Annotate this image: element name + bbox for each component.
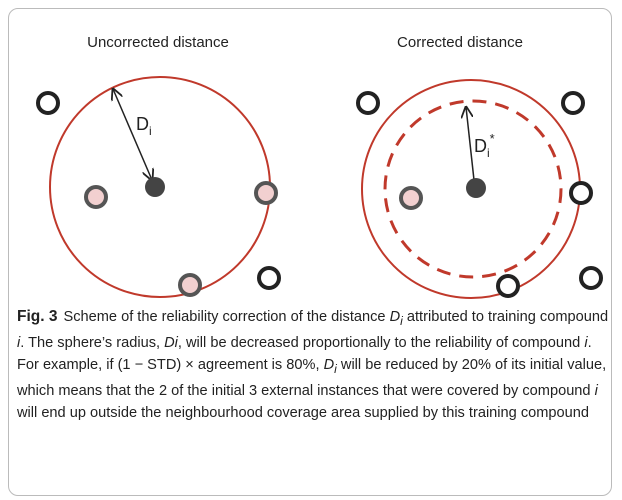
caption-subscript: i [400,313,403,328]
figure-frame [8,8,612,496]
panel-title: Corrected distance [397,34,523,51]
instance [579,266,603,290]
caption: Fig. 3 Scheme of the reliability correcti… [17,306,609,424]
instance [257,266,281,290]
instance [561,91,585,115]
corrected-sphere [383,99,563,279]
instance [36,91,60,115]
caption-text: , will be decreased proportionally to th… [177,334,585,351]
instance [496,274,520,298]
caption-symbol: i [17,334,21,351]
radius-arrow [113,89,152,180]
caption-symbol: i [594,382,598,399]
instance [254,181,278,205]
center [466,178,486,198]
caption-text: attributed to training compound [402,309,609,325]
radius-label: Di* [474,131,495,160]
caption-text: . For example, if (1 − STD) × agreement … [17,334,592,373]
instance [399,186,423,210]
caption-symbol: Di [164,334,178,351]
figure: Uncorrected distance Di Corrected distan… [36,34,603,299]
caption-subscript: i [334,361,337,376]
caption-text: will be reduced by 20% of its initial va… [17,356,607,399]
instance [84,185,108,209]
caption-text: Scheme of the reliability correction of … [63,309,390,325]
caption-text: will end up outside the neighbourhood co… [17,404,589,421]
caption-symbol: D [323,356,335,373]
center [145,177,165,197]
instance [178,273,202,297]
caption-text: . The sphere’s radius, [20,334,165,351]
instance [356,91,380,115]
radius-label: Di [136,114,152,138]
radius-arrow [466,107,475,181]
panel-title: Uncorrected distance [87,34,229,51]
caption-label: Fig. 3 [17,308,58,325]
caption-symbol: i [584,334,588,351]
instance [569,181,593,205]
caption-symbol: D [389,309,401,325]
